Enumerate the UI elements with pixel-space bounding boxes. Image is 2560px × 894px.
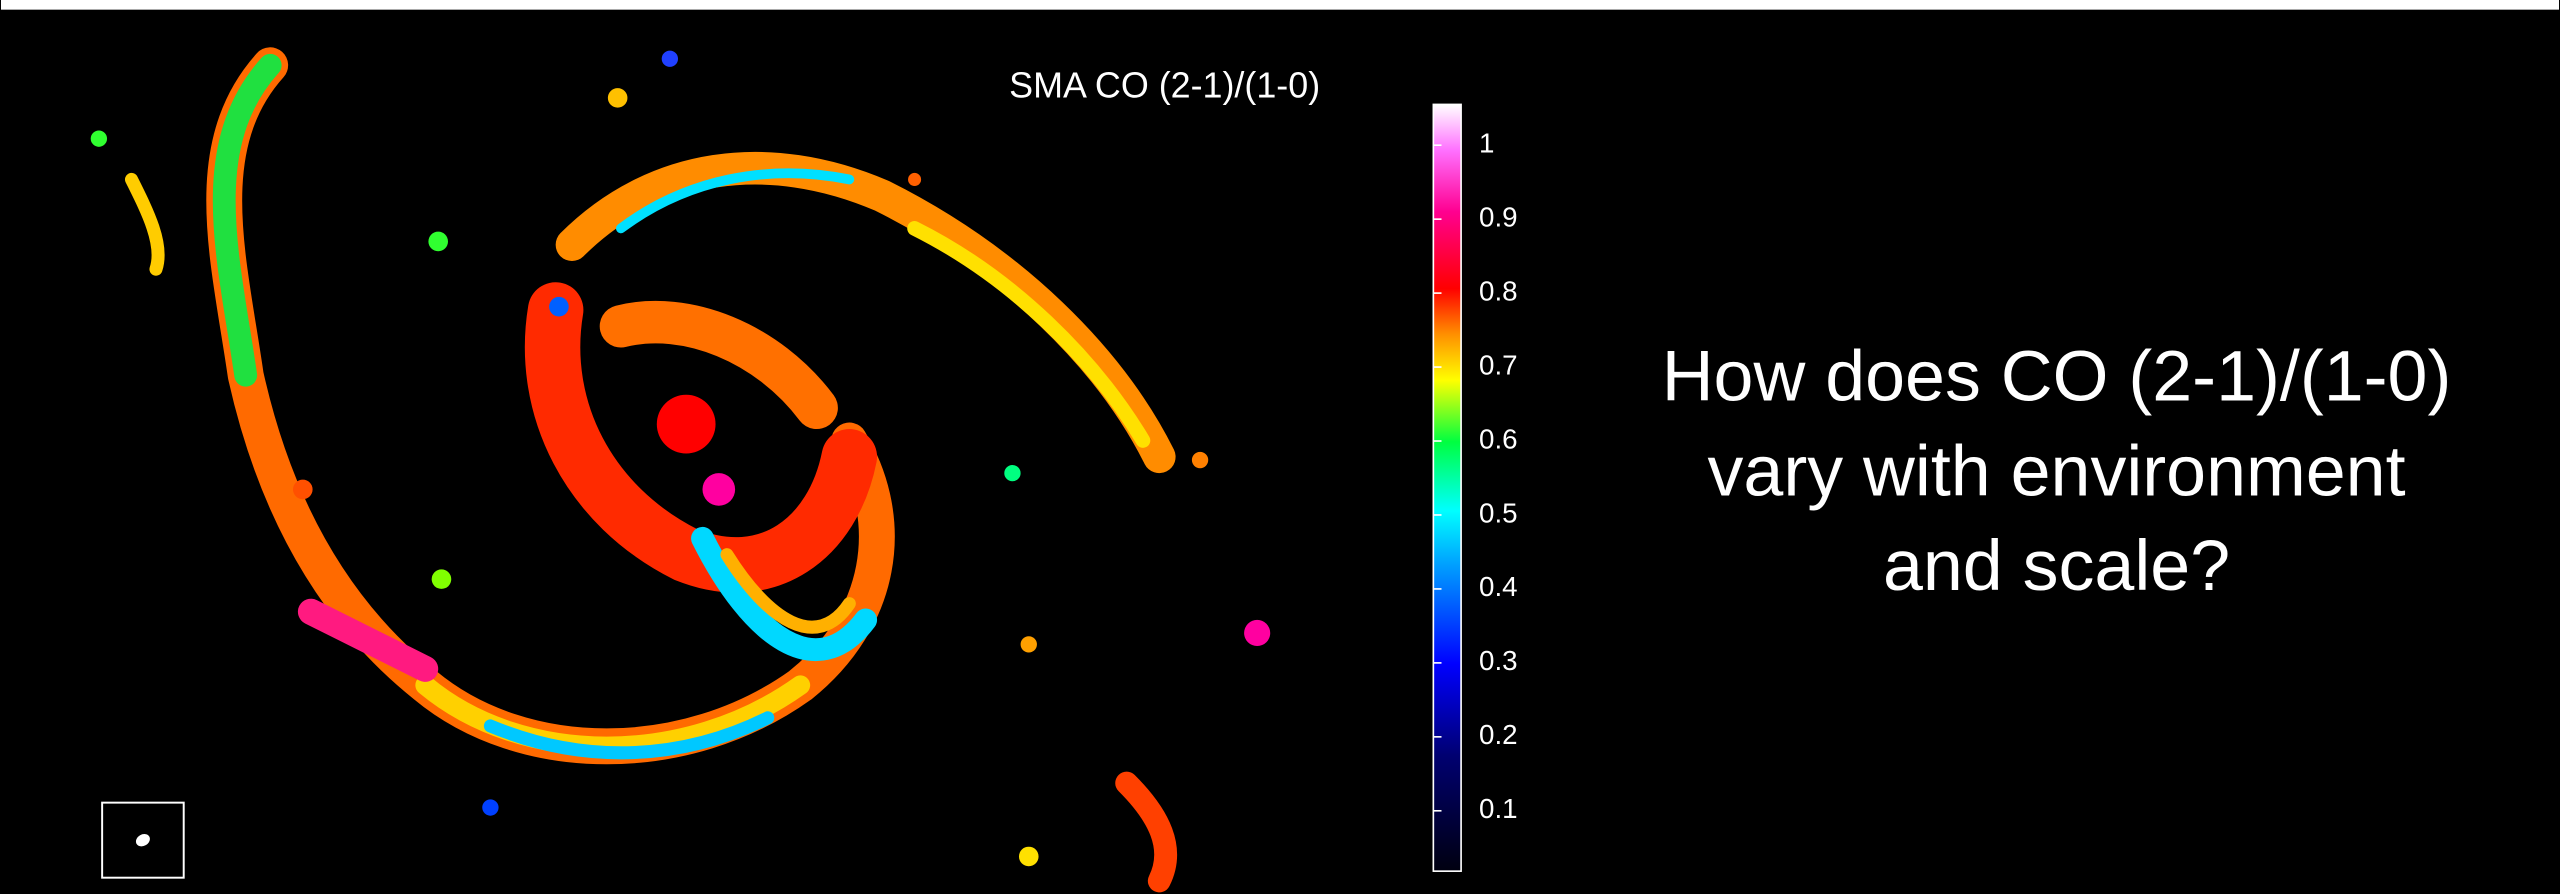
colorbar-tick-label: 1	[1479, 128, 1494, 159]
top-strip	[0, 0, 2560, 10]
colorbar	[1432, 103, 1462, 872]
colorbar-tick-label: 0.8	[1479, 275, 1518, 306]
beam-box	[101, 801, 185, 879]
question-line: and scale?	[1883, 526, 2230, 606]
colorbar-tick-label: 0.6	[1479, 423, 1518, 454]
colorbar-tick-label: 0.5	[1479, 497, 1518, 528]
colorbar-tick-label: 0.7	[1479, 349, 1518, 380]
colorbar-tick-label: 0.2	[1479, 719, 1518, 750]
colorbar-tick-label: 0.4	[1479, 571, 1518, 602]
map-label: SMA CO (2-1)/(1-0)	[1009, 66, 1320, 106]
question-line: vary with environment	[1708, 431, 2406, 511]
colorbar-tick-label: 0.3	[1479, 645, 1518, 676]
colorbar-ticks: 0.1 0.2 0.3 0.4 0.5 0.6 0.7 0.8 0.9 1	[1433, 128, 1518, 824]
question: How does CO (2-1)/(1-0) vary with enviro…	[1662, 337, 2452, 606]
galaxy-map	[90, 47, 1271, 893]
question-line: How does CO (2-1)/(1-0)	[1662, 337, 2452, 417]
colorbar-tick-label: 0.1	[1479, 793, 1518, 824]
background	[0, 9, 2560, 894]
colorbar-tick-label: 0.9	[1479, 201, 1518, 232]
